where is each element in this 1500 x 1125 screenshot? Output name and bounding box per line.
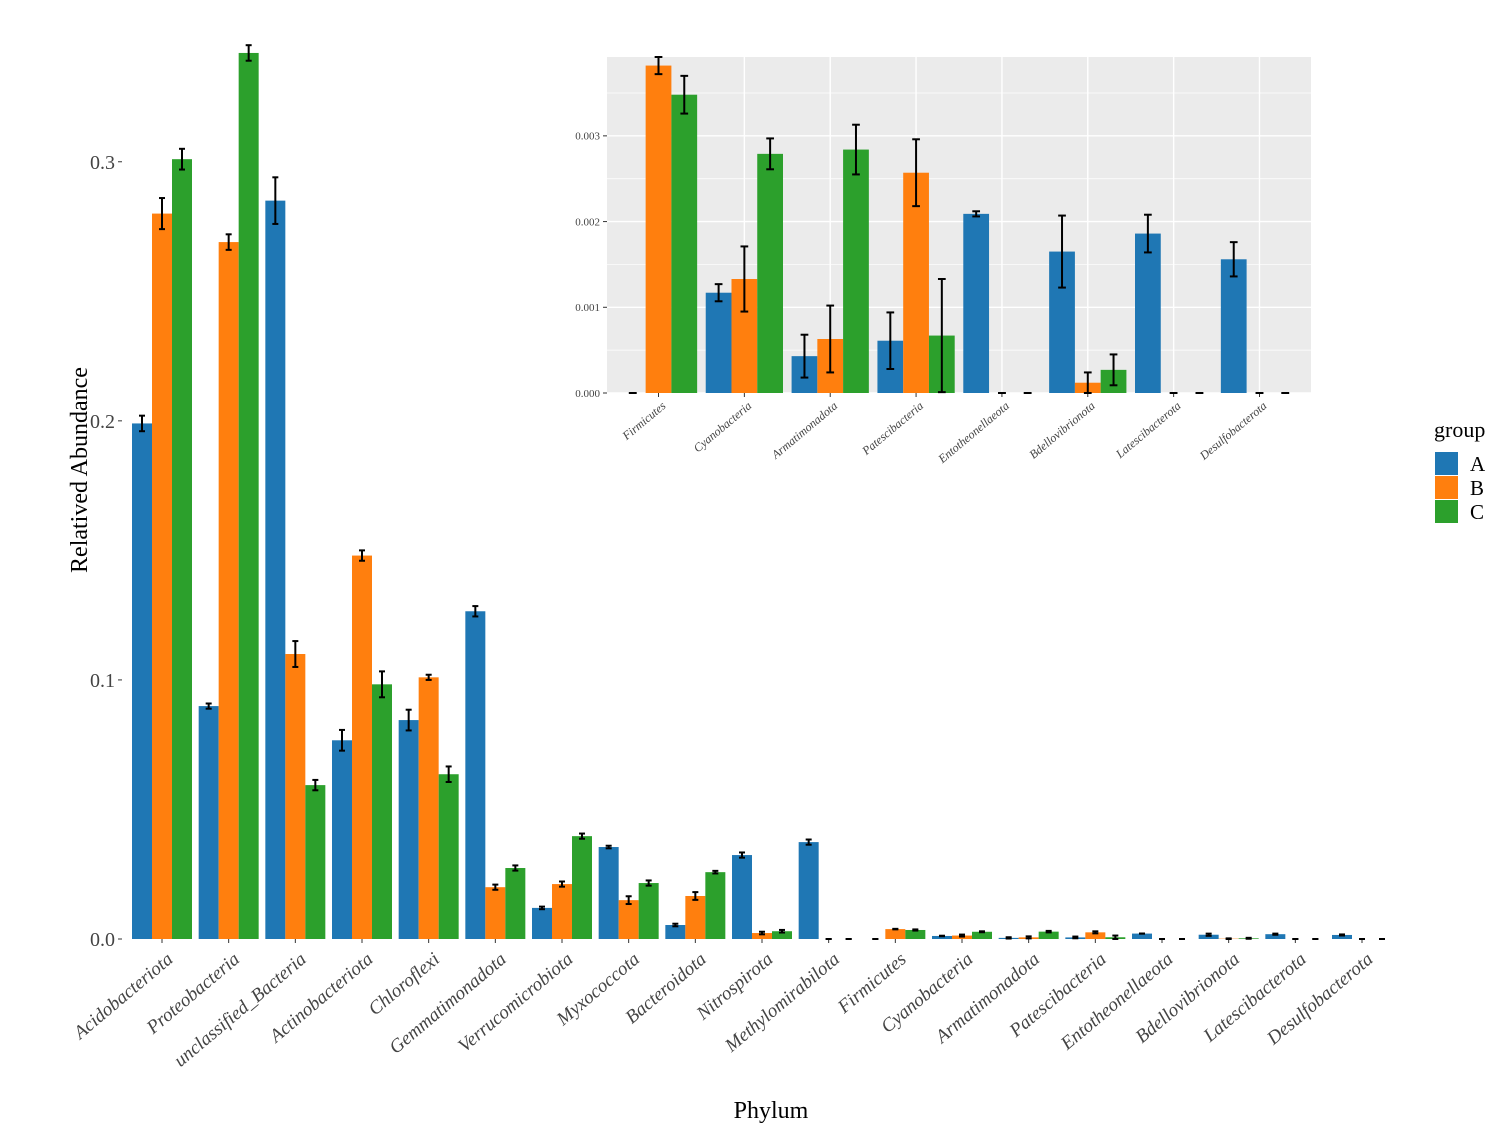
bar-C <box>305 785 326 939</box>
bar-A <box>332 740 352 939</box>
bar-B <box>1085 932 1106 939</box>
bar-A <box>1132 933 1152 939</box>
bar-C <box>972 931 992 939</box>
bar-B <box>152 213 172 939</box>
inset-chart: 0.000 0.001 0.002 0.003 Firmicutes Cyanobacte… <box>575 56 1311 467</box>
bar-C <box>671 94 698 393</box>
bar-B <box>218 242 239 939</box>
bar-A <box>798 842 819 939</box>
bar-A <box>665 925 686 939</box>
bar-B <box>645 65 672 394</box>
bar-C <box>238 52 259 939</box>
bar-B <box>685 895 706 939</box>
bar-C <box>772 931 792 939</box>
bar-B <box>418 677 439 939</box>
x-tick-label: Armatimonadota <box>768 399 840 463</box>
bar-B <box>485 887 506 939</box>
legend-key-B <box>1435 476 1458 499</box>
legend-label-C: C <box>1470 500 1484 524</box>
legend-key-C <box>1435 500 1458 523</box>
bar-B <box>552 884 572 939</box>
x-tick-label: Patescibacteria <box>859 399 926 459</box>
bar-A <box>532 907 552 939</box>
bar-C <box>705 872 726 939</box>
legend-title: group <box>1434 417 1485 442</box>
bar-B <box>618 900 639 939</box>
bar-A <box>1198 934 1219 939</box>
y-tick-label: 0.000 <box>575 388 600 400</box>
bar-B <box>885 929 906 939</box>
bar-C <box>905 929 926 939</box>
x-tick-label: Methylomirabilota <box>720 949 843 1057</box>
y-tick-label: 0.001 <box>575 302 600 314</box>
bar-A <box>598 847 619 939</box>
y-tick-label: 0.0 <box>90 929 115 951</box>
bar-A <box>398 720 419 939</box>
x-tick-label: Entotheonellaeota <box>935 399 1012 467</box>
bar-A <box>198 706 219 939</box>
bar-B <box>903 172 929 393</box>
bar-C <box>505 868 526 939</box>
bar-A <box>1135 233 1161 393</box>
y-tick-label: 0.3 <box>90 152 115 174</box>
x-axis-title: Phylum <box>734 1098 809 1124</box>
x-tick-label: Gemmatimonadota <box>385 949 510 1059</box>
x-tick-label: Cyanobacteria <box>691 399 755 456</box>
legend-label-A: A <box>1470 452 1486 476</box>
x-tick-label: Desulfobacterota <box>1196 399 1269 464</box>
y-tick-label: 0.2 <box>90 411 115 433</box>
bar-A <box>705 292 732 393</box>
y-tick-label: 0.002 <box>575 216 600 228</box>
bar-A <box>465 611 486 939</box>
bar-C <box>638 883 659 939</box>
bar-A <box>732 855 752 939</box>
bar-A <box>1265 934 1286 939</box>
x-tick-label: Firmicutes <box>619 398 669 443</box>
x-tick-label: Verrucomicrobiota <box>454 949 577 1057</box>
bar-A <box>963 213 990 393</box>
x-tick-label: Entotheonellaeota <box>1056 949 1177 1055</box>
legend-key-A <box>1435 452 1458 475</box>
legend-label-B: B <box>1470 476 1484 500</box>
bar-A <box>132 423 152 939</box>
bar-C <box>843 149 869 393</box>
y-tick-label: 0.1 <box>90 670 115 692</box>
y-axis-title: Relatived Abundance <box>67 367 93 573</box>
bar-C <box>757 153 783 393</box>
bar-B <box>285 654 306 939</box>
bar-A <box>265 200 286 939</box>
bar-C <box>172 159 192 940</box>
x-tick-label: Latescibacterota <box>1112 399 1183 462</box>
bar-C <box>438 774 459 939</box>
bar-B <box>352 555 372 939</box>
x-tick-label: Bdellovibrionota <box>1026 399 1097 462</box>
bar-A <box>1220 259 1247 393</box>
bar-A <box>932 935 952 939</box>
bar-B <box>752 933 772 939</box>
y-tick-label: 0.003 <box>575 131 600 143</box>
bar-C <box>572 836 592 939</box>
legend: group ABC <box>1434 417 1486 524</box>
bar-C <box>1038 931 1059 939</box>
bar-A <box>1332 934 1352 939</box>
bar-C <box>372 684 392 939</box>
